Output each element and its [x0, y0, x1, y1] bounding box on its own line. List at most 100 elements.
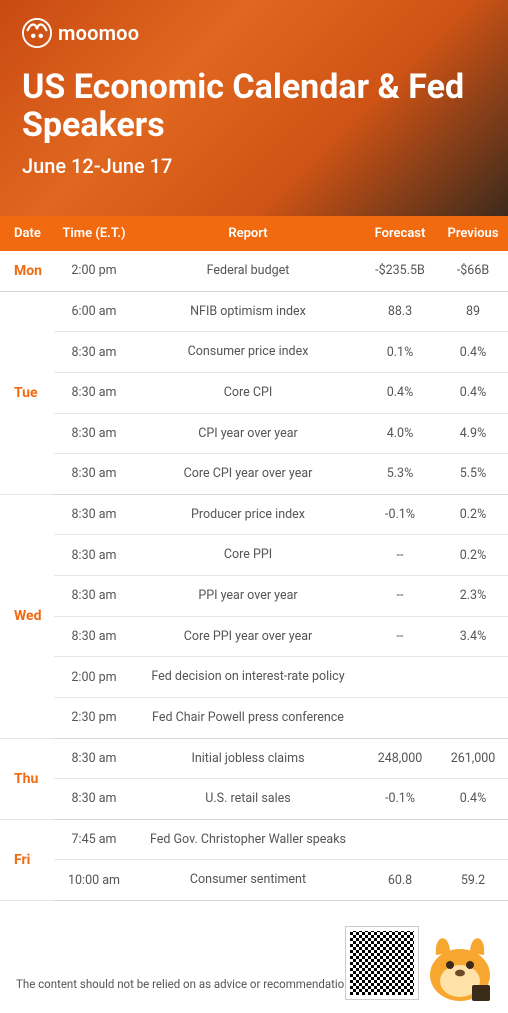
time-cell: 6:00 am: [54, 291, 134, 332]
forecast-cell: [362, 819, 438, 860]
forecast-cell: 248,000: [362, 738, 438, 779]
forecast-cell: 60.8: [362, 860, 438, 901]
footer: The content should not be relied on as a…: [0, 901, 508, 1013]
report-cell: Fed decision on interest-rate policy: [134, 657, 362, 698]
time-cell: 8:30 am: [54, 616, 134, 657]
table-header: Date Time (E.T.) Report Forecast Previou…: [0, 216, 508, 251]
forecast-cell: --: [362, 535, 438, 576]
time-cell: 7:45 am: [54, 819, 134, 860]
forecast-cell: 0.1%: [362, 332, 438, 373]
table-row: 8:30 amCore PPI--0.2%: [0, 535, 508, 576]
day-label: Wed: [0, 494, 54, 738]
time-cell: 8:30 am: [54, 738, 134, 779]
table-row: 8:30 amPPI year over year--2.3%: [0, 576, 508, 617]
time-cell: 2:00 pm: [54, 657, 134, 698]
previous-cell: 3.4%: [438, 616, 508, 657]
report-cell: Fed Chair Powell press conference: [134, 697, 362, 738]
day-label: Thu: [0, 738, 54, 819]
report-cell: Core CPI: [134, 372, 362, 413]
previous-cell: 0.2%: [438, 535, 508, 576]
report-cell: PPI year over year: [134, 576, 362, 617]
forecast-cell: 4.0%: [362, 413, 438, 454]
time-cell: 8:30 am: [54, 372, 134, 413]
report-cell: Initial jobless claims: [134, 738, 362, 779]
col-report: Report: [134, 216, 362, 251]
table-row: Mon2:00 pmFederal budget-$235.5B-$66B: [0, 251, 508, 291]
brand-name: moomoo: [58, 21, 139, 45]
forecast-cell: [362, 697, 438, 738]
table-row: 8:30 amCPI year over year4.0%4.9%: [0, 413, 508, 454]
table-row: 8:30 amCore CPI0.4%0.4%: [0, 372, 508, 413]
table-row: 8:30 amCore PPI year over year--3.4%: [0, 616, 508, 657]
col-previous: Previous: [438, 216, 508, 251]
time-cell: 8:30 am: [54, 454, 134, 495]
report-cell: Core CPI year over year: [134, 454, 362, 495]
date-range: June 12-June 17: [22, 154, 486, 178]
report-cell: Core PPI: [134, 535, 362, 576]
calendar-table: Date Time (E.T.) Report Forecast Previou…: [0, 216, 508, 901]
table-row: 8:30 amCore CPI year over year5.3%5.5%: [0, 454, 508, 495]
table-row: Tue6:00 amNFIB optimism index88.389: [0, 291, 508, 332]
previous-cell: [438, 819, 508, 860]
col-time: Time (E.T.): [54, 216, 134, 251]
previous-cell: 89: [438, 291, 508, 332]
time-cell: 2:00 pm: [54, 251, 134, 291]
col-forecast: Forecast: [362, 216, 438, 251]
forecast-cell: 0.4%: [362, 372, 438, 413]
forecast-cell: -0.1%: [362, 779, 438, 820]
mascot-icon: [416, 915, 502, 1007]
previous-cell: [438, 657, 508, 698]
table-row: 8:30 amU.S. retail sales-0.1%0.4%: [0, 779, 508, 820]
table-body: Mon2:00 pmFederal budget-$235.5B-$66BTue…: [0, 251, 508, 901]
time-cell: 8:30 am: [54, 779, 134, 820]
page-title: US Economic Calendar & Fed Speakers: [22, 68, 486, 144]
time-cell: 8:30 am: [54, 535, 134, 576]
report-cell: Consumer sentiment: [134, 860, 362, 901]
table-row: Thu8:30 amInitial jobless claims248,0002…: [0, 738, 508, 779]
time-cell: 8:30 am: [54, 332, 134, 373]
forecast-cell: --: [362, 576, 438, 617]
previous-cell: 261,000: [438, 738, 508, 779]
time-cell: 10:00 am: [54, 860, 134, 901]
previous-cell: 2.3%: [438, 576, 508, 617]
report-cell: Producer price index: [134, 494, 362, 535]
logo-row: moomoo: [22, 18, 486, 48]
hero: moomoo US Economic Calendar & Fed Speake…: [0, 0, 508, 216]
time-cell: 8:30 am: [54, 413, 134, 454]
report-cell: Federal budget: [134, 251, 362, 291]
previous-cell: -$66B: [438, 251, 508, 291]
table-row: 2:00 pmFed decision on interest-rate pol…: [0, 657, 508, 698]
col-date: Date: [0, 216, 54, 251]
day-label: Tue: [0, 291, 54, 494]
previous-cell: 59.2: [438, 860, 508, 901]
table-row: 10:00 amConsumer sentiment60.859.2: [0, 860, 508, 901]
table-row: Wed8:30 amProducer price index-0.1%0.2%: [0, 494, 508, 535]
previous-cell: 5.5%: [438, 454, 508, 495]
report-cell: Fed Gov. Christopher Waller speaks: [134, 819, 362, 860]
disclaimer: The content should not be relied on as a…: [16, 977, 354, 991]
table-row: 8:30 amConsumer price index0.1%0.4%: [0, 332, 508, 373]
time-cell: 2:30 pm: [54, 697, 134, 738]
report-cell: Consumer price index: [134, 332, 362, 373]
forecast-cell: --: [362, 616, 438, 657]
previous-cell: 0.4%: [438, 372, 508, 413]
previous-cell: 0.2%: [438, 494, 508, 535]
qr-code: [346, 927, 418, 999]
table-row: Fri7:45 amFed Gov. Christopher Waller sp…: [0, 819, 508, 860]
forecast-cell: [362, 657, 438, 698]
report-cell: NFIB optimism index: [134, 291, 362, 332]
report-cell: U.S. retail sales: [134, 779, 362, 820]
forecast-cell: 88.3: [362, 291, 438, 332]
moomoo-logo-icon: [22, 18, 52, 48]
time-cell: 8:30 am: [54, 576, 134, 617]
table-row: 2:30 pmFed Chair Powell press conference: [0, 697, 508, 738]
previous-cell: 0.4%: [438, 779, 508, 820]
forecast-cell: 5.3%: [362, 454, 438, 495]
previous-cell: [438, 697, 508, 738]
previous-cell: 0.4%: [438, 332, 508, 373]
day-label: Mon: [0, 251, 54, 291]
report-cell: CPI year over year: [134, 413, 362, 454]
forecast-cell: -$235.5B: [362, 251, 438, 291]
time-cell: 8:30 am: [54, 494, 134, 535]
previous-cell: 4.9%: [438, 413, 508, 454]
